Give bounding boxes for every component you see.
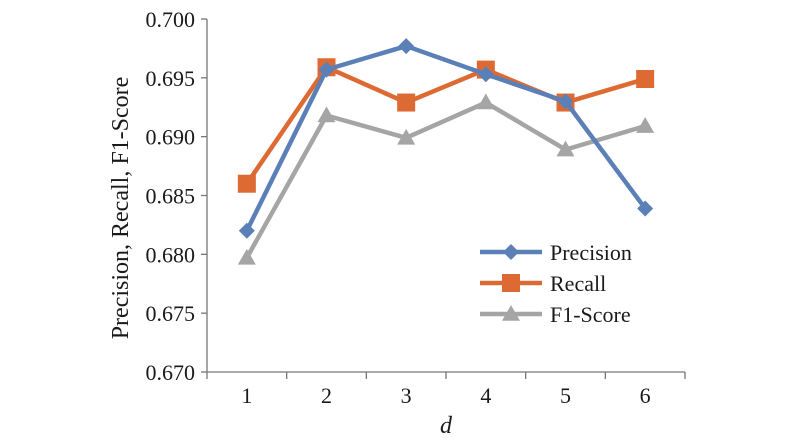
- precision-point: [557, 93, 574, 110]
- legend-label: Precision: [550, 240, 632, 265]
- f1-score-point: [397, 128, 416, 145]
- y-tick-label: 0.700: [146, 7, 196, 32]
- series-f1-score: [237, 93, 655, 265]
- y-tick-label: 0.675: [146, 301, 196, 326]
- f1-score-line: [244, 100, 646, 259]
- legend-label: Recall: [550, 271, 606, 296]
- recall-line: [244, 64, 646, 186]
- y-tick-label: 0.680: [146, 242, 196, 267]
- y-tick-label: 0.690: [146, 125, 196, 150]
- precision-point: [318, 61, 335, 78]
- precision-point: [477, 66, 494, 83]
- series-precision: [238, 38, 654, 239]
- y-axis-title: Precision, Recall, F1-Score: [108, 77, 134, 340]
- y-tick-label: 0.695: [146, 66, 196, 91]
- f1-score-point: [237, 248, 256, 265]
- f1-score-point: [476, 93, 495, 110]
- legend-marker: [503, 244, 519, 260]
- precision-point: [637, 200, 654, 217]
- f1-score-point: [317, 106, 336, 123]
- precision-line: [244, 43, 647, 232]
- recall-point: [237, 174, 256, 193]
- y-tick-label: 0.670: [146, 360, 196, 385]
- legend-label: F1-Score: [550, 302, 631, 327]
- f1-score-point: [636, 117, 655, 133]
- x-tick-label: 1: [241, 383, 252, 408]
- recall-point: [397, 93, 416, 112]
- f1-score-point: [556, 140, 575, 157]
- x-tick-label: 5: [560, 383, 571, 408]
- x-tick-label: 6: [640, 383, 651, 408]
- legend-marker: [502, 305, 520, 321]
- legend-item-recall: Recall: [480, 271, 606, 296]
- x-tick-label: 3: [401, 383, 412, 408]
- y-tick-label: 0.685: [146, 184, 196, 209]
- y-axis: 0.670 0.675 0.680 0.685 0.690 0.695 0.700: [146, 7, 208, 385]
- legend-item-f1-score: F1-Score: [480, 302, 631, 327]
- precision-point: [238, 222, 255, 239]
- series-lines: [237, 38, 655, 265]
- precision-point: [398, 38, 415, 55]
- x-tick-label: 4: [480, 383, 491, 408]
- recall-point: [636, 70, 655, 89]
- legend: Precision Recall F1-Score: [480, 240, 632, 327]
- x-axis: 1 2 3 4 5 6: [206, 371, 686, 408]
- legend-marker: [502, 274, 520, 292]
- legend-item-precision: Precision: [480, 240, 632, 265]
- x-axis-title: d: [440, 413, 453, 439]
- x-tick-label: 2: [321, 383, 332, 408]
